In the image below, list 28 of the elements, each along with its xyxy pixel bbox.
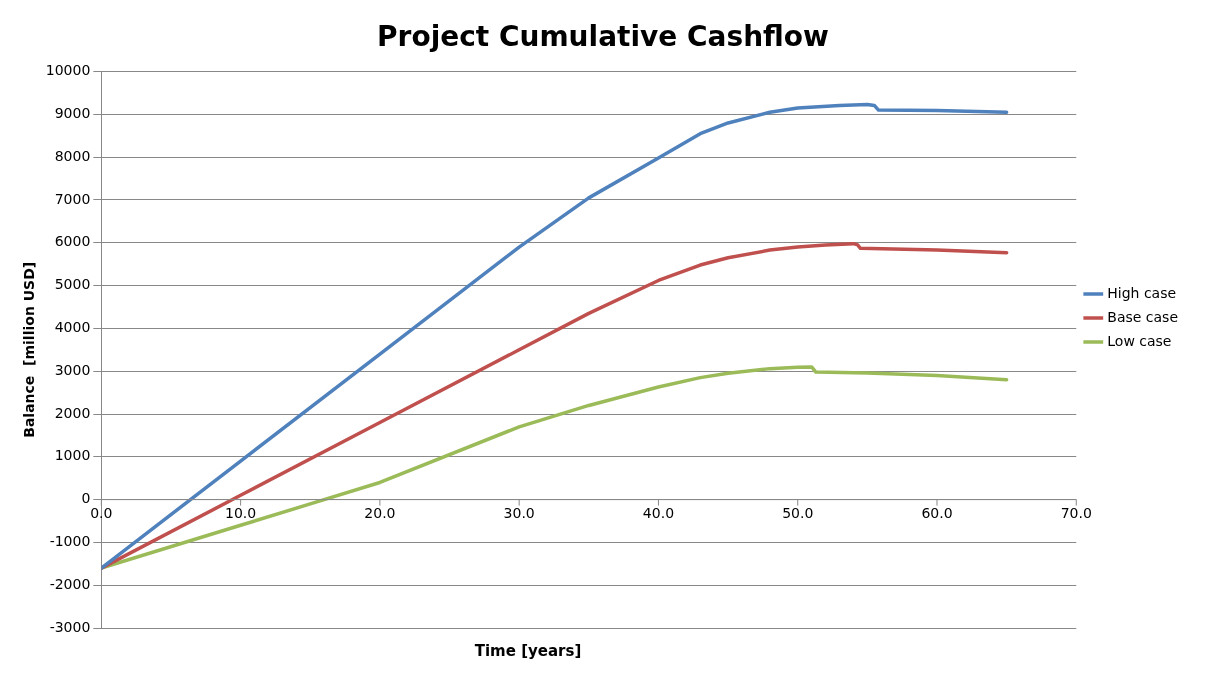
legend-label: High case [1107,284,1177,301]
y-tick-label: 10000 [45,62,91,79]
x-tick-label: 70.0 [1060,505,1092,522]
y-tick-label: 0 [81,490,91,507]
chart-title: Project Cumulative Cashflow [377,20,829,54]
legend-label: Low case [1107,332,1172,349]
y-tick-label: -3000 [49,618,91,635]
y-tick-label: 2000 [54,404,91,421]
x-tick-label: 40.0 [642,505,675,522]
x-tick-label: 30.0 [503,505,535,522]
y-tick-label: 7000 [54,190,91,207]
y-tick-label: -1000 [49,533,91,550]
x-tick-label: 20.0 [364,505,396,522]
y-tick-label: 8000 [54,147,91,164]
y-tick-label: 1000 [54,447,91,464]
y-tick-label: 9000 [54,105,91,122]
y-tick-label: 3000 [54,361,91,378]
x-tick-label: 0.0 [90,505,113,522]
y-tick-label: 6000 [54,233,91,250]
x-tick-label: 60.0 [921,505,953,522]
y-tick-label: 5000 [54,276,91,293]
legend-label: Base case [1107,308,1179,325]
x-axis-title: Time [years] [473,642,583,660]
x-tick-label: 50.0 [782,505,814,522]
y-axis-title: Balance [million USD] [21,261,38,438]
y-tick-label: 4000 [54,319,91,336]
x-tick-label: 10.0 [225,505,257,522]
y-tick-label: -2000 [49,575,91,592]
